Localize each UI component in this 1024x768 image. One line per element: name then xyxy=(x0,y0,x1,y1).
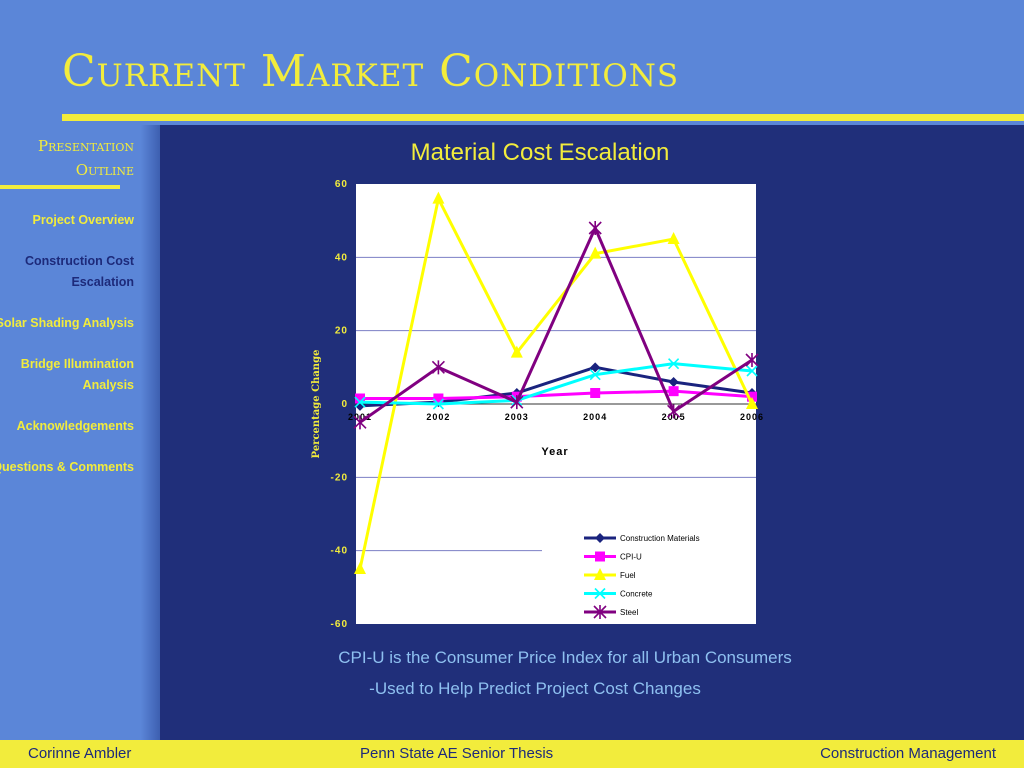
data-point xyxy=(588,221,602,235)
caption-cpi-definition: CPI-U is the Consumer Price Index for al… xyxy=(338,648,792,667)
data-point xyxy=(510,395,524,410)
legend-item-concrete: Concrete xyxy=(584,587,653,600)
y-tick-label: -20 xyxy=(331,472,348,483)
header-band xyxy=(0,0,1024,125)
y-axis-label: Percentage Change xyxy=(311,350,322,459)
legend-label: CPI-U xyxy=(620,553,642,562)
outline-underline xyxy=(0,185,120,189)
data-point xyxy=(747,391,757,402)
footer: Corinne Ambler Penn State AE Senior Thes… xyxy=(0,740,1024,768)
series-fuel xyxy=(354,191,758,574)
legend-label: Steel xyxy=(620,608,638,617)
legend-label: Fuel xyxy=(620,571,636,580)
data-point xyxy=(745,353,759,367)
data-point xyxy=(432,191,445,204)
series-line xyxy=(359,224,753,424)
data-point xyxy=(595,551,605,562)
sidebar-band xyxy=(0,125,160,740)
y-tick-label: 60 xyxy=(335,179,348,190)
data-point xyxy=(593,605,607,619)
data-point xyxy=(667,232,680,244)
y-tick-label: -60 xyxy=(331,619,348,630)
nav-item-project-overview[interactable]: Project Overview xyxy=(32,213,134,227)
legend-label: Concrete xyxy=(620,590,653,599)
x-tick-label: 2003 xyxy=(505,412,529,422)
nav-item-solar-shading-analysis[interactable]: Solar Shading Analysis xyxy=(0,316,134,330)
data-point xyxy=(354,562,366,574)
data-point xyxy=(432,398,444,410)
data-point xyxy=(590,362,601,373)
y-tick-label: 20 xyxy=(335,326,348,337)
data-point xyxy=(595,533,605,543)
nav-item-questions-comments[interactable]: Questions & Comments xyxy=(0,460,134,474)
series-concrete xyxy=(354,358,758,410)
series-lines xyxy=(353,191,759,574)
data-point xyxy=(589,369,601,381)
title-underline xyxy=(62,114,1024,121)
legend: Construction Materials CPI-U Fuel Concrete S… xyxy=(542,522,756,624)
series-line xyxy=(358,194,754,570)
outline-heading: Presentation Outline xyxy=(0,134,134,182)
data-point xyxy=(354,396,366,408)
y-tick-label: 0 xyxy=(341,399,348,410)
outline-heading-line2: Outline xyxy=(75,161,134,179)
footer-thesis: Penn State AE Senior Thesis xyxy=(360,745,554,762)
data-point xyxy=(668,358,680,370)
chart-title: Material Cost Escalation xyxy=(410,139,670,166)
legend-box xyxy=(542,522,756,624)
outline-heading-line1: Presentation xyxy=(38,137,134,155)
data-point xyxy=(355,400,365,411)
y-axis-ticks: 60 40 20 0 -20 -40 -60 xyxy=(331,179,348,630)
x-tick-label: 2002 xyxy=(426,412,450,422)
series-line xyxy=(360,389,753,400)
data-point xyxy=(590,388,601,398)
data-point xyxy=(510,345,523,358)
data-point xyxy=(433,393,444,404)
data-point xyxy=(667,404,681,419)
data-point xyxy=(353,415,367,430)
sidebar-nav: Project Overview Construction Cost Escal… xyxy=(0,210,134,498)
data-point xyxy=(589,246,602,259)
legend-label: Construction Materials xyxy=(620,534,700,543)
legend-item-steel: Steel xyxy=(584,605,638,619)
data-point xyxy=(431,360,445,375)
nav-item-bridge-illumination-analysis[interactable]: Bridge Illumination Analysis xyxy=(20,357,134,392)
data-point xyxy=(668,386,679,397)
footer-program: Construction Management xyxy=(820,745,996,762)
legend-item-construction-materials: Construction Materials xyxy=(584,533,700,543)
legend-item-cpi-u: CPI-U xyxy=(584,551,642,562)
x-tick-label: 2006 xyxy=(740,412,764,422)
series-line xyxy=(359,362,753,406)
data-point xyxy=(594,568,606,580)
x-tick-label: 2004 xyxy=(583,412,607,422)
y-tick-label: 40 xyxy=(335,252,348,263)
footer-author: Corinne Ambler xyxy=(28,745,132,762)
data-point xyxy=(668,377,679,387)
data-point xyxy=(594,587,606,600)
y-tick-label: -40 xyxy=(331,546,348,557)
nav-item-construction-cost-escalation[interactable]: Construction Cost Escalation xyxy=(24,254,134,289)
data-point xyxy=(355,393,365,404)
data-point xyxy=(746,397,758,409)
nav-item-acknowledgements[interactable]: Acknowledgements xyxy=(16,419,134,433)
slide-title: Current Market Conditions xyxy=(62,46,680,97)
series-steel xyxy=(353,221,759,430)
caption-purpose: -Used to Help Predict Project Cost Chang… xyxy=(369,679,701,698)
legend-item-fuel: Fuel xyxy=(584,568,636,580)
x-axis-label: Year xyxy=(541,446,568,458)
data-point xyxy=(746,365,758,377)
